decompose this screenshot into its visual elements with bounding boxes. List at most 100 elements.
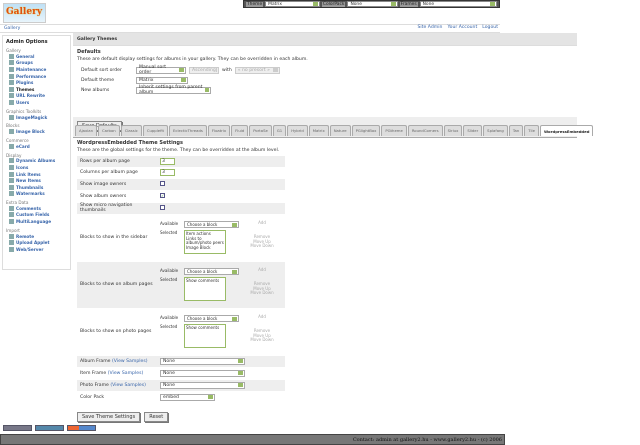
tab-cupplefit[interactable]: Cupplefit [142,125,168,136]
album-add-button[interactable]: Add [258,267,266,272]
custom-fields-icon [9,212,14,218]
sidebar-item-image-block[interactable]: Image Block [6,128,67,135]
sidebar-item-upload-applet[interactable]: Upload Applet [6,239,67,246]
album-selected-list[interactable]: Show comments [184,277,226,301]
tab-tan[interactable]: Tan [508,125,524,136]
album-frame-select[interactable]: None [160,357,245,365]
tab-matrix[interactable]: Matrix [308,125,329,136]
sidebar-item-general[interactable]: General [6,53,67,60]
photo-move-down-button[interactable]: Move Down [250,337,274,343]
selected-block-item[interactable]: Image Block [186,244,211,250]
sidebar-add-button[interactable]: Add [258,220,266,225]
tab-roundcorners[interactable]: RoundCorners [407,125,443,136]
sidebar-selected-list[interactable]: Item actions Links to album/photo peers Im… [184,230,226,254]
tab-siriux[interactable]: Siriux [443,125,463,136]
badge-icon[interactable] [3,425,32,431]
theme-select[interactable]: Matrix [265,1,320,7]
sidebar-item-plugins[interactable]: Plugins [6,79,67,86]
tab-hybrid[interactable]: Hybrid [287,125,308,136]
gallery-logo[interactable]: Gallery [3,3,46,23]
sidebar-item-performance[interactable]: Performance [6,73,67,80]
album-move-down-button[interactable]: Move Down [250,290,274,296]
sidebar-item-url-rewrite[interactable]: URL Rewrite [6,93,67,100]
sidebar-item-web-server[interactable]: Web/Server [6,246,67,253]
sidebar-item-maintenance[interactable]: Maintenance [6,66,67,73]
photo-add-button[interactable]: Add [258,314,266,319]
sidebar-item-thumbnails[interactable]: Thumbnails [6,184,67,191]
item-frame-samples-link[interactable]: (View Samples) [107,370,144,376]
sidebar-item-users[interactable]: Users [6,99,67,106]
sidebar-item-custom-fields[interactable]: Custom Fields [6,212,67,219]
settings-table: Rows per album page 3 Columns per album p… [77,156,285,404]
breadcrumb-gallery[interactable]: Gallery [4,26,21,31]
sidebar-available-select[interactable]: Choose a block [184,221,239,228]
micro-nav-checkbox[interactable] [160,204,165,210]
selected-block-item[interactable]: Show comments [186,278,220,283]
sort-order-select[interactable]: Manual sort order [136,65,186,75]
reset-button[interactable]: Reset [144,411,169,422]
colorpack-select[interactable]: None [347,1,398,7]
tab-g1[interactable]: G1 [272,125,287,136]
photo-selected-list[interactable]: Show comments [184,324,226,348]
photo-remove-button[interactable]: Remove [253,328,271,333]
sidebar-item-comments[interactable]: Comments [6,205,67,212]
save-theme-settings-button[interactable]: Save Theme Settings [77,411,141,422]
photo-frame-select[interactable]: None [160,381,245,389]
sidebar-item-themes[interactable]: Themes [6,86,67,93]
sidebar-remove-button[interactable]: Remove [253,234,271,239]
sidebar-item-ecard[interactable]: eCard [6,143,67,150]
badge-icon[interactable] [35,425,64,431]
watermarks-icon [9,191,14,197]
rows-input[interactable]: 3 [160,157,175,165]
tab-portase[interactable]: PortaSe [249,125,272,136]
album-owners-checkbox[interactable]: ✓ [160,193,165,198]
sidebar-item-new-items[interactable]: New Items [6,177,67,184]
sidebar-item-imagemagick[interactable]: ImageMagick [6,114,67,121]
frames-select[interactable]: None [419,1,497,7]
tab-nature[interactable]: Nature [329,125,351,136]
tab-eclecticthreads[interactable]: EclecticThreads [169,125,207,136]
item-frame-select[interactable]: None [160,369,245,377]
tab-carbon[interactable]: Carbon [98,125,120,136]
tab-splafang[interactable]: Splafang [483,125,508,136]
tab-floatrix[interactable]: Floatrix [207,125,231,136]
your-account-link[interactable]: Your Account [447,25,478,30]
sidebar-item-watermarks[interactable]: Watermarks [6,191,67,198]
selected-block-item[interactable]: Item actions [186,231,211,236]
tab-ajaxian[interactable]: Ajaxian [75,125,98,136]
tab-fluid[interactable]: Fluid [231,125,249,136]
colorpack-setting-select[interactable]: embed [160,393,215,401]
sidebar-item-link-items[interactable]: Link Items [6,171,67,178]
sidebar-item-multilanguage[interactable]: MultiLanguage [6,218,67,225]
new-albums-select[interactable]: Inherit settings from parent album [136,85,211,95]
sidebar-move-down-button[interactable]: Move Down [250,243,274,249]
album-available-select[interactable]: Choose a block [184,268,239,275]
web-server-icon [9,246,14,252]
tab-tile[interactable]: Tile [524,125,539,136]
badge-icon[interactable] [67,425,96,431]
tab-classic[interactable]: Classic [120,125,142,136]
selected-block-item[interactable]: Links to album/photo peers [186,235,224,246]
sidebar-item-dynamic-albums[interactable]: Dynamic Albums [6,158,67,165]
photo-move-up-button[interactable]: Move Up [253,332,271,338]
sidebar-item-icons[interactable]: Icons [6,164,67,171]
sidebar-item-label: MultiLanguage [16,219,52,225]
site-admin-link[interactable]: Site Admin [417,25,443,30]
tab-wordpressembedded[interactable]: WordpressEmbedded [539,125,594,136]
album-frame-samples-link[interactable]: (View Samples) [111,358,148,364]
cols-input[interactable]: 3 [160,169,175,176]
tab-pglightbox[interactable]: PGlightBox [351,125,381,136]
photo-frame-samples-link[interactable]: (View Samples) [110,382,146,388]
album-move-up-button[interactable]: Move Up [253,285,271,291]
logout-link[interactable]: Logout [482,25,498,30]
selected-block-item[interactable]: Show comments [186,325,220,330]
tab-pgtheme[interactable]: PGtheme [381,125,407,136]
default-theme-select[interactable]: Matrix [136,76,188,84]
tab-slider[interactable]: Slider [463,125,483,136]
sidebar-item-remote[interactable]: Remote [6,233,67,240]
sidebar-move-up-button[interactable]: Move Up [253,238,271,244]
photo-available-select[interactable]: Choose a block [184,315,239,322]
image-owners-checkbox[interactable] [160,180,165,186]
album-remove-button[interactable]: Remove [253,281,271,286]
sidebar-item-groups[interactable]: Groups [6,60,67,67]
